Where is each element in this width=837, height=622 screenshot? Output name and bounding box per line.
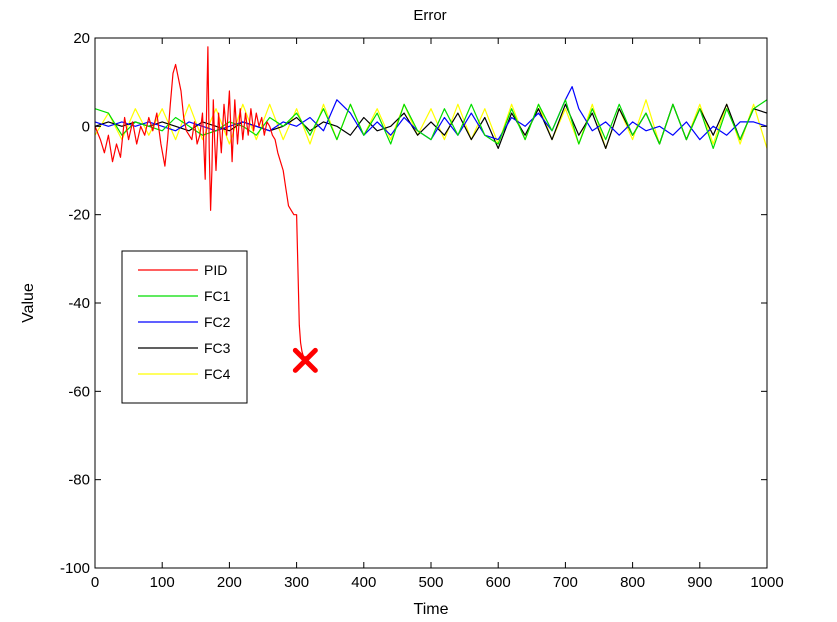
series-line-fc1: [94, 99, 768, 149]
y-axis-label: Value: [20, 283, 37, 323]
y-tick-label: -80: [68, 472, 90, 489]
y-tick-label: -20: [68, 207, 90, 224]
x-tick-label: 500: [418, 574, 443, 591]
legend-label-pid: PID: [204, 262, 227, 278]
legend-label-fc2: FC2: [204, 314, 231, 330]
series-line-pid: [94, 46, 307, 361]
x-tick-label: 400: [351, 574, 376, 591]
y-tick-label: 20: [73, 30, 90, 47]
x-tick-label: 200: [217, 574, 242, 591]
legend-label-fc1: FC1: [204, 288, 231, 304]
legend-label-fc3: FC3: [204, 340, 231, 356]
x-tick-label: 800: [620, 574, 645, 591]
x-tick-label: 1000: [750, 574, 783, 591]
failure-x-marker: [292, 347, 318, 373]
x-tick-label: 100: [150, 574, 175, 591]
x-tick-label: 600: [486, 574, 511, 591]
ticks-layer: 0 100 200 300 400 500 600 700 800 900 1000200-20-4…: [60, 30, 784, 591]
legend-box: [121, 250, 248, 404]
series-layer: [94, 46, 768, 361]
legend: PID FC1 FC2 FC3 FC4: [121, 250, 248, 404]
series-line-fc4: [94, 99, 768, 149]
annotation-layer: [292, 347, 318, 373]
y-tick-label: 0: [82, 118, 90, 135]
y-tick-label: -40: [68, 295, 90, 312]
series-line-fc3: [94, 103, 768, 149]
x-axis-label: Time: [414, 601, 449, 618]
x-tick-label: 0: [91, 574, 99, 591]
legend-label-fc4: FC4: [204, 366, 231, 382]
chart-title: Error: [413, 7, 446, 24]
x-tick-label: 700: [553, 574, 578, 591]
x-tick-label: 300: [284, 574, 309, 591]
y-tick-label: -100: [60, 560, 90, 577]
x-tick-label: 900: [687, 574, 712, 591]
y-tick-label: -60: [68, 383, 90, 400]
